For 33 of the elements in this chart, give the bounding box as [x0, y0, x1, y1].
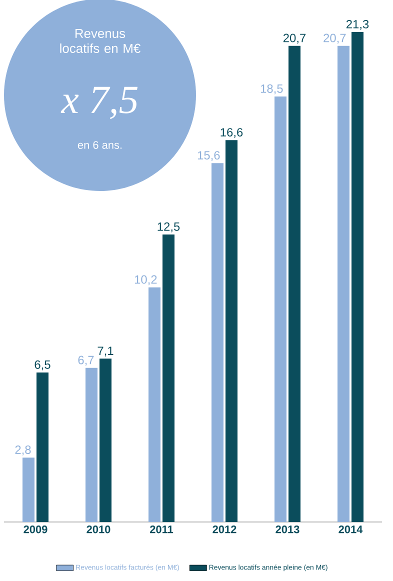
bar	[338, 46, 350, 522]
chart-title: Revenus locatifs en M€	[60, 29, 140, 53]
data-label: 10,2	[134, 275, 157, 286]
data-label: 20,7	[283, 34, 306, 44]
data-label: 7,1	[98, 346, 114, 356]
data-label: 6,7	[78, 356, 94, 366]
data-label: 6,5	[34, 360, 50, 370]
x-tick-label: 2009	[24, 526, 48, 534]
bar	[22, 458, 34, 522]
bar	[352, 32, 364, 522]
bar	[212, 163, 224, 522]
data-label: 12,5	[158, 222, 180, 232]
x-tick-label: 2014	[338, 526, 363, 534]
data-label: 16,6	[220, 128, 243, 138]
bar	[86, 368, 98, 522]
bar	[162, 234, 174, 522]
annotation: x 7,5	[60, 86, 138, 120]
annotation: en 6 ans.	[78, 141, 122, 149]
x-tick-label: 2013	[276, 526, 300, 534]
data-label: 20,7	[324, 34, 346, 44]
bar	[148, 287, 160, 522]
bar	[274, 96, 286, 522]
x-tick-label: 2012	[212, 526, 236, 534]
bar	[100, 358, 112, 522]
bar	[288, 46, 300, 522]
data-label: 21,3	[346, 20, 369, 30]
data-label: 15,6	[198, 151, 220, 161]
x-tick-label: 2011	[150, 526, 174, 534]
bar	[36, 372, 48, 522]
bar	[226, 140, 238, 522]
data-label: 2,8	[15, 446, 31, 456]
x-tick-label: 2010	[86, 526, 110, 534]
data-label: 18,5	[260, 84, 283, 94]
